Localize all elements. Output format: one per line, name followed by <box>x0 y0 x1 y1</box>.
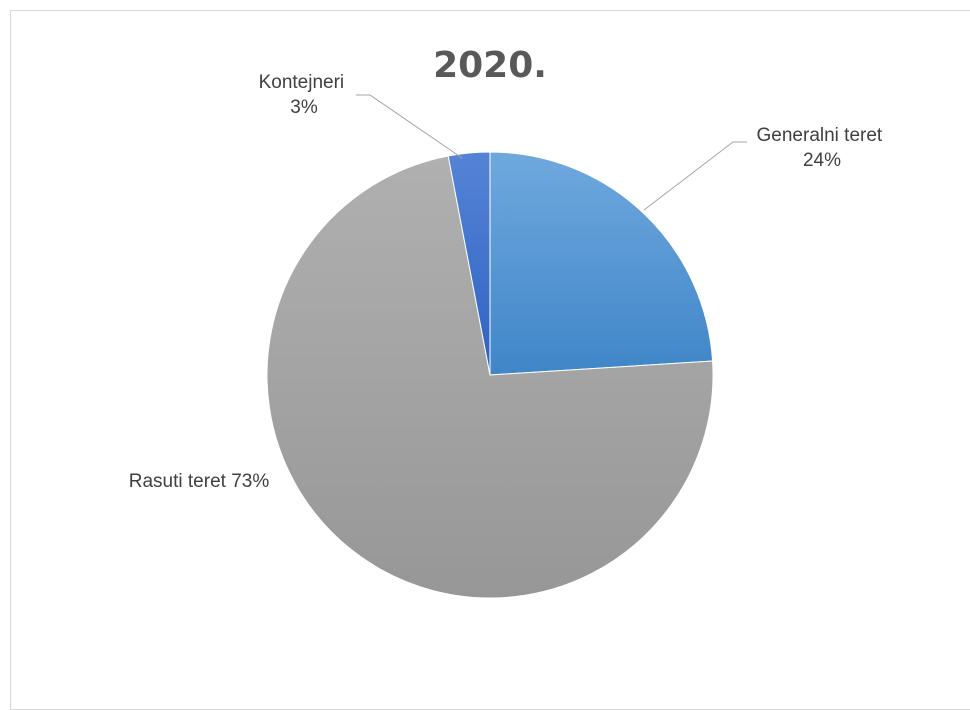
leader-line-generalni-teret <box>643 141 747 211</box>
data-label-kontejneri: Kontejneri 3% <box>259 72 350 118</box>
data-label-rasuti-teret-text: Rasuti teret 73% <box>129 471 270 492</box>
data-label-kontejneri-value: 3% <box>290 97 318 118</box>
chart-title: 2020. <box>433 45 547 86</box>
data-label-generalni-teret: Generalni teret 24% <box>757 125 888 171</box>
pie-slice-generalni-teret <box>489 151 714 376</box>
data-label-kontejneri-name: Kontejneri <box>259 72 345 93</box>
pie-slice-rasuti-teret <box>266 155 714 599</box>
pie-slice-kontejneri <box>447 151 491 376</box>
data-label-generalni-teret-value: 24% <box>803 150 841 171</box>
data-label-generalni-teret-name: Generalni teret <box>757 125 883 146</box>
data-label-rasuti-teret: Rasuti teret 73% <box>129 471 270 492</box>
pie-chart: 2020. Generalni teret 24% Rasuti teret 7… <box>129 45 888 599</box>
leader-line-kontejneri <box>356 94 463 159</box>
